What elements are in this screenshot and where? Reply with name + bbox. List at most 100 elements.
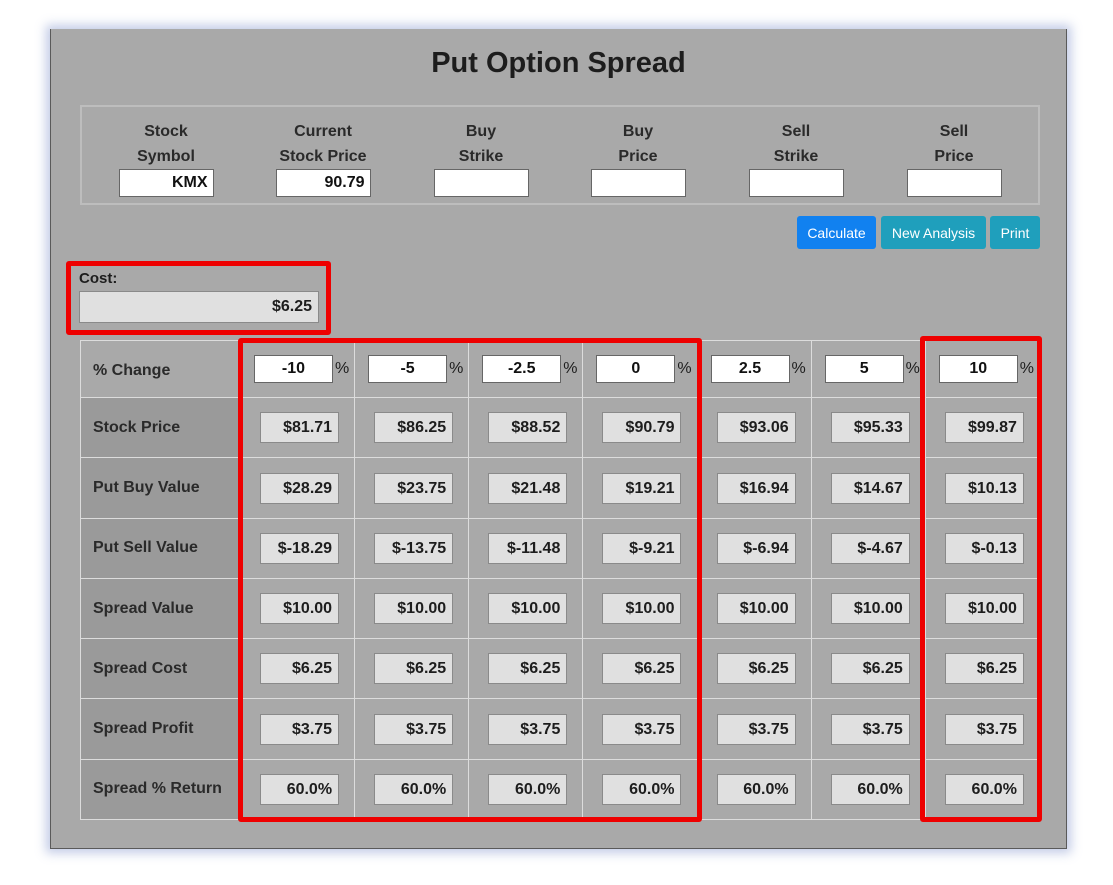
table-cell: $-9.21 [582, 517, 698, 579]
row-label: Put Buy Value [80, 457, 241, 519]
sell-strike-input[interactable] [748, 169, 844, 197]
calculator-panel: Put Option Spread Stock Symbol Current S… [50, 29, 1067, 849]
percent-symbol: % [791, 360, 806, 378]
row-label: Stock Price [80, 397, 241, 459]
pct-cell: % [924, 339, 1041, 399]
pct-input-wrap: % [482, 355, 577, 384]
table-cell: $-18.29 [239, 517, 356, 579]
result-value: $6.25 [374, 653, 454, 685]
calculate-button[interactable]: Calculate [797, 216, 876, 249]
current-stock-price-input[interactable] [275, 169, 371, 197]
result-value: $21.48 [488, 472, 568, 504]
table-cell: $10.00 [696, 577, 812, 640]
table-cell: $3.75 [582, 698, 698, 760]
result-value: 60.0% [374, 773, 454, 805]
table-cell: 60.0% [239, 758, 356, 821]
result-value: $-6.94 [716, 532, 796, 564]
table-cell: $-0.13 [924, 517, 1041, 579]
result-value: $10.00 [716, 593, 796, 625]
table-cell: $21.48 [468, 457, 584, 519]
sell-strike-label-1: Sell [781, 123, 811, 140]
table-cell: 60.0% [696, 758, 812, 821]
table-cell: $99.87 [924, 397, 1041, 459]
table-cell: 60.0% [924, 758, 1041, 821]
result-value: $6.25 [830, 653, 910, 685]
new-analysis-button[interactable]: New Analysis [881, 216, 986, 249]
result-value: $10.13 [944, 472, 1024, 504]
stock-symbol-label-2: Symbol [137, 148, 195, 165]
result-value: 60.0% [944, 773, 1024, 805]
pct-change-input[interactable] [482, 355, 562, 384]
table-cell: $3.75 [468, 698, 584, 760]
sell-price-label-2: Price [934, 148, 974, 165]
cost-label: Cost: [79, 270, 118, 287]
pct-cell: % [696, 339, 812, 399]
table-row: Spread % Return 60.0% 60.0% 60.0% 60.0% 60.0%… [80, 758, 1041, 821]
current-stock-price-field: Current Stock Price [258, 119, 388, 197]
percent-symbol: % [1019, 360, 1035, 378]
table-cell: $3.75 [924, 698, 1041, 760]
result-value: $-13.75 [374, 532, 454, 564]
result-value: $3.75 [488, 713, 568, 745]
scenario-table: % Change %%%%%%% Stock Price $81.71 $86.25… [80, 339, 1041, 821]
table-cell: $86.25 [354, 397, 470, 459]
table-cell: $88.52 [468, 397, 584, 459]
percent-symbol: % [677, 360, 692, 378]
result-value: $10.00 [944, 593, 1024, 625]
buy-strike-label-1: Buy [465, 123, 497, 140]
table-cell: $10.00 [810, 577, 926, 640]
buy-strike-label-2: Strike [458, 148, 504, 165]
table-cell: $10.00 [468, 577, 584, 640]
print-button[interactable]: Print [990, 216, 1040, 249]
sell-price-input[interactable] [906, 169, 1002, 197]
buy-strike-input[interactable] [433, 169, 529, 197]
pct-change-input[interactable] [253, 355, 333, 384]
result-value: $10.00 [830, 593, 910, 625]
row-label: Put Sell Value [80, 517, 241, 579]
result-value: $81.71 [260, 412, 340, 444]
table-cell: $10.00 [239, 577, 356, 640]
result-value: $3.75 [830, 713, 910, 745]
table-row: Put Sell Value $-18.29 $-13.75 $-11.48 $-9.2… [80, 517, 1041, 579]
pct-change-input[interactable] [938, 355, 1018, 384]
table-cell: 60.0% [582, 758, 698, 821]
pct-input-wrap: % [368, 355, 463, 384]
buy-price-label-2: Price [618, 148, 658, 165]
result-value: $-4.67 [830, 532, 910, 564]
result-value: $86.25 [374, 412, 454, 444]
result-value: $93.06 [716, 412, 796, 444]
sell-strike-label-2: Strike [773, 148, 819, 165]
stock-symbol-input[interactable] [118, 169, 214, 197]
cost-value: $6.25 [79, 291, 319, 323]
buy-price-input[interactable] [590, 169, 686, 197]
row-label: Spread Value [80, 577, 241, 640]
buy-price-label-1: Buy [622, 123, 654, 140]
pct-cell: % [468, 339, 584, 399]
result-value: $3.75 [944, 713, 1024, 745]
table-cell: $14.67 [810, 457, 926, 519]
table-cell: $81.71 [239, 397, 356, 459]
table-cell: $-11.48 [468, 517, 584, 579]
result-value: $3.75 [374, 713, 454, 745]
table-row: Spread Value $10.00 $10.00 $10.00 $10.00 $10.… [80, 577, 1041, 640]
pct-change-input[interactable] [596, 355, 676, 384]
table-cell: $3.75 [696, 698, 812, 760]
table-cell: 60.0% [810, 758, 926, 821]
table-cell: $6.25 [924, 638, 1041, 700]
table-cell: $10.13 [924, 457, 1041, 519]
pct-change-input[interactable] [824, 355, 904, 384]
table-row: Stock Price $81.71 $86.25 $88.52 $90.79 $93.0… [80, 397, 1041, 459]
pct-cell: % [582, 339, 698, 399]
result-value: $16.94 [716, 472, 796, 504]
result-value: $-0.13 [944, 532, 1024, 564]
pct-cell: % [354, 339, 470, 399]
pct-cell: % [810, 339, 926, 399]
table-cell: $6.25 [582, 638, 698, 700]
result-value: $-11.48 [488, 532, 568, 564]
pct-change-input[interactable] [368, 355, 448, 384]
table-cell: $3.75 [239, 698, 356, 760]
pct-change-input[interactable] [710, 355, 790, 384]
table-cell: $6.25 [354, 638, 470, 700]
result-value: $14.67 [830, 472, 910, 504]
result-value: 60.0% [602, 773, 682, 805]
